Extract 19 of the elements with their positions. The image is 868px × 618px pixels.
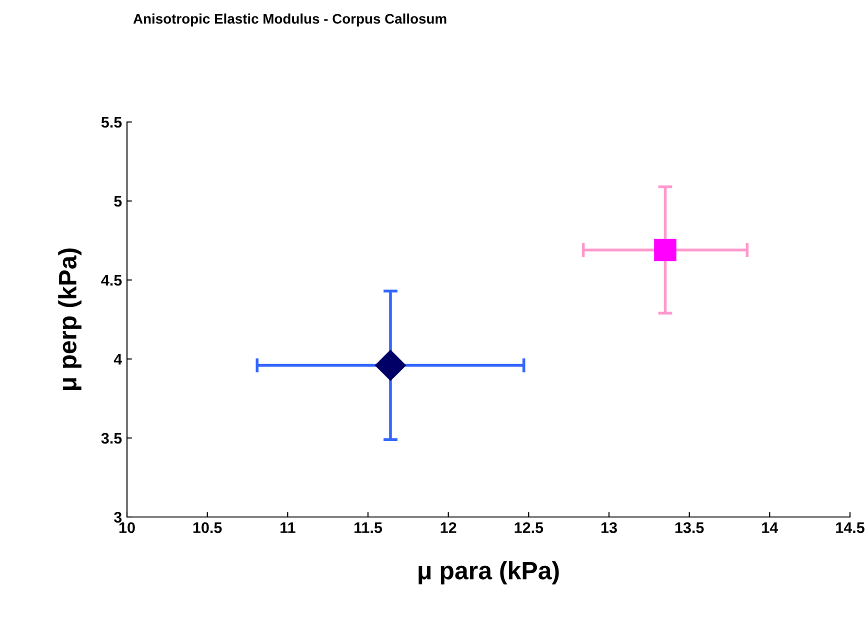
- x-tick-label: 13: [601, 522, 617, 534]
- x-tick-label: 10.5: [193, 522, 222, 534]
- x-tick-label: 10: [119, 522, 135, 534]
- y-tick-label: 5.5: [101, 117, 122, 128]
- x-tick-label: 12: [440, 522, 456, 533]
- x-tick-label: 13.5: [675, 522, 704, 534]
- x-tick-label: 14.5: [836, 522, 864, 534]
- y-tick-label: 5: [114, 196, 122, 207]
- chart-title: Anisotropic Elastic Modulus - Corpus Callosum: [133, 14, 446, 26]
- y-tick-label: 3: [114, 512, 122, 523]
- y-axis-title: μ perp (kPa): [58, 248, 82, 390]
- y-tick-label: 4: [114, 354, 122, 365]
- x-tick-label: 12.5: [514, 522, 544, 534]
- x-tick-label: 14: [762, 522, 778, 533]
- x-axis-title: μ para (kPa): [418, 561, 559, 584]
- y-tick-label: 3.5: [101, 432, 122, 444]
- y-tick-label: 4.5: [101, 275, 122, 286]
- x-tick-label: 11: [280, 522, 296, 533]
- x-tick-label: 11.5: [354, 522, 382, 534]
